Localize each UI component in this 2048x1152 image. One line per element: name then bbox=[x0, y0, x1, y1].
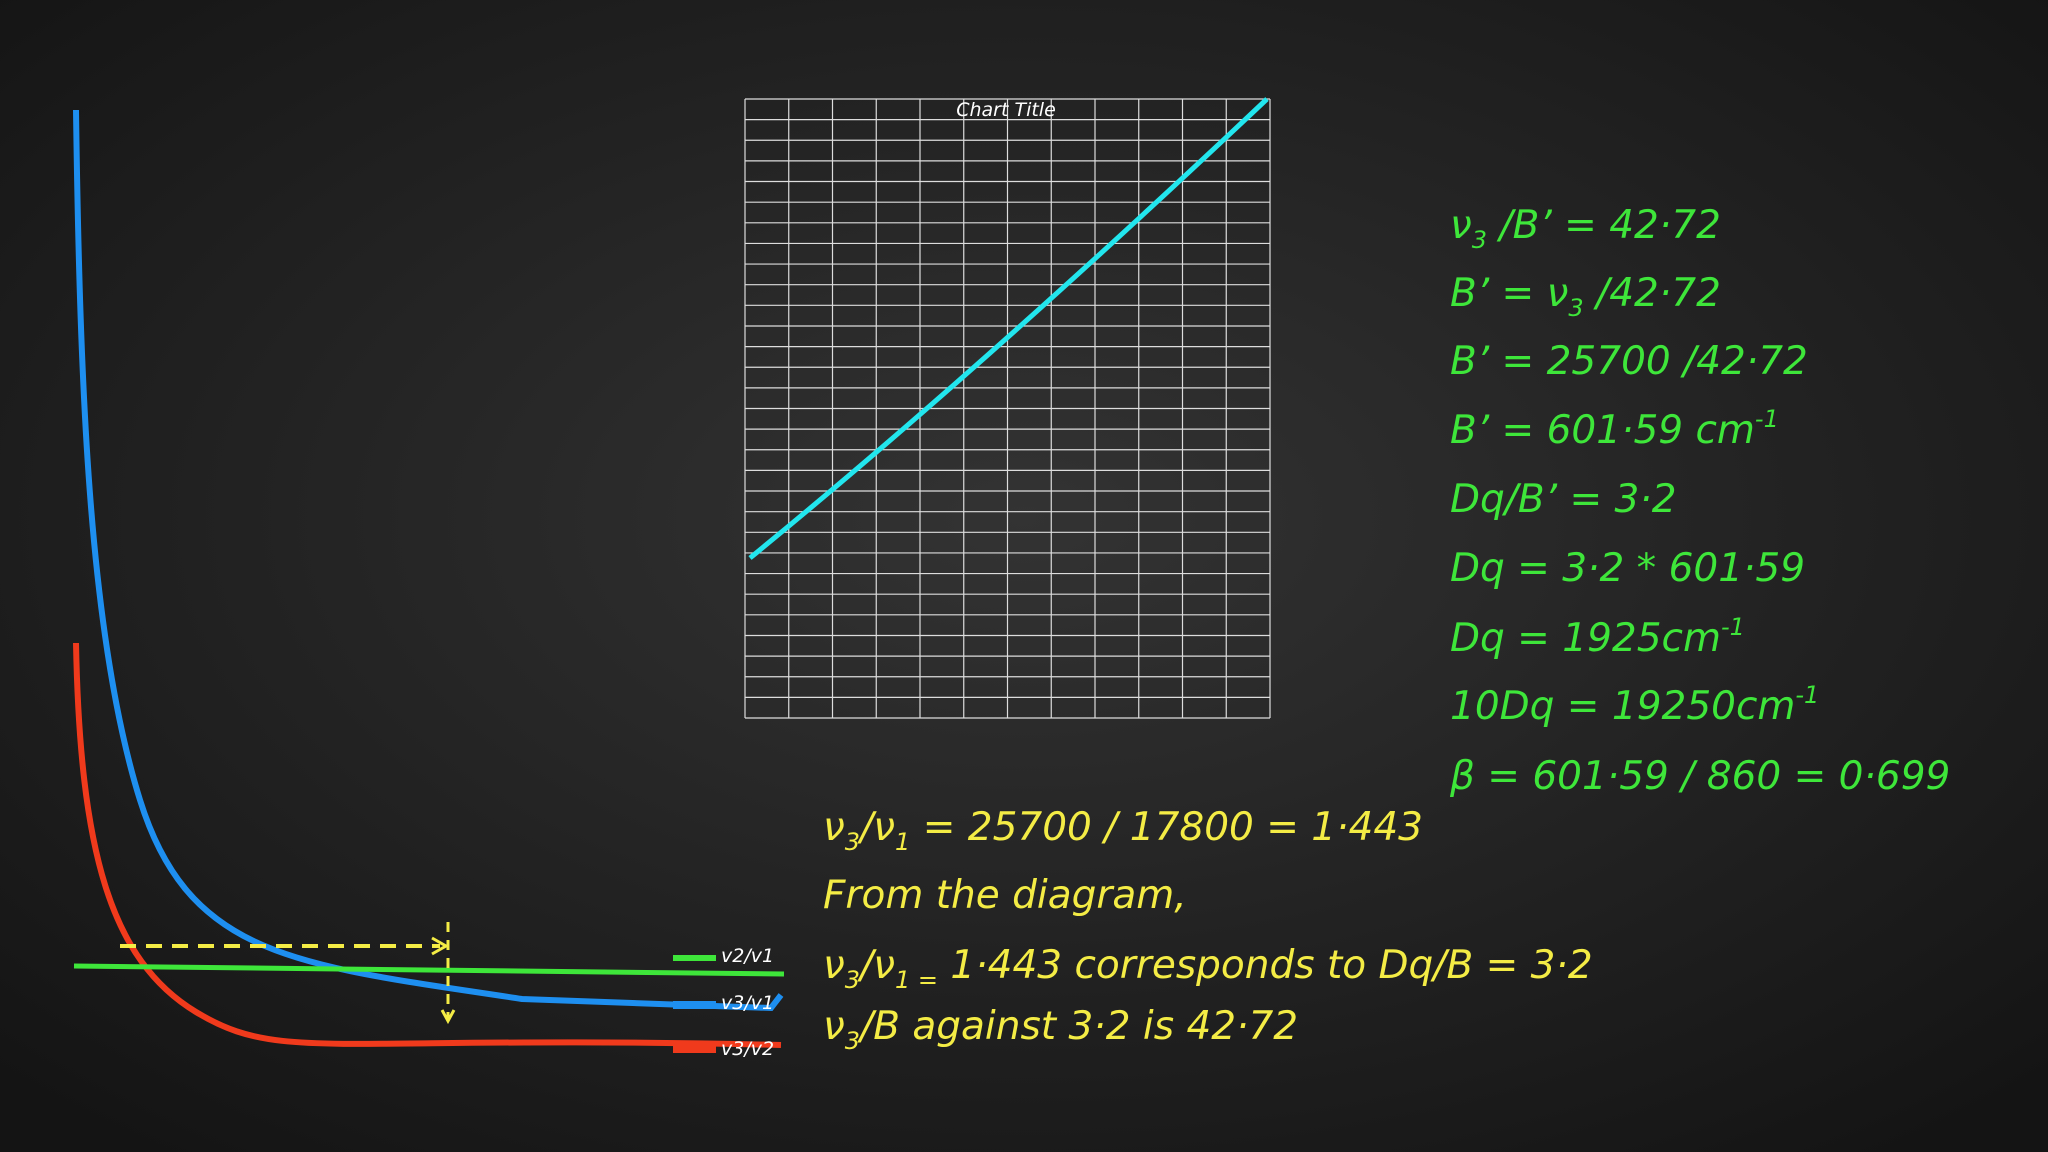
text-segment: 3 bbox=[845, 828, 860, 856]
text-segment: /B’ = 42·72 bbox=[1487, 203, 1721, 248]
legend-label: v3/v2 bbox=[721, 1038, 774, 1060]
equation-line: B’ = 25700 /42·72 bbox=[1450, 339, 1808, 384]
equation-line: ν3/ν1 = 25700 / 17800 = 1·443 bbox=[823, 805, 1423, 856]
text-segment: -1 bbox=[1795, 681, 1819, 709]
text-segment: B’ = 25700 /42·72 bbox=[1450, 339, 1808, 384]
chart-curve bbox=[748, 97, 1269, 560]
text-segment: -1 bbox=[1755, 405, 1779, 433]
text-segment: From the diagram, bbox=[823, 873, 1187, 918]
text-segment: 3 bbox=[845, 966, 860, 994]
equation-line: Dq/B’ = 3·2 bbox=[1450, 477, 1677, 522]
equation-line: ν3/B against 3·2 is 42·72 bbox=[823, 1004, 1298, 1055]
arrow-head bbox=[440, 1009, 456, 1025]
equation-line: Dq = 3·2 * 601·59 bbox=[1450, 546, 1805, 591]
equation-line: Dq = 1925cm-1 bbox=[1450, 613, 1745, 661]
text-segment: 10Dq = 19250cm bbox=[1450, 684, 1795, 729]
text-segment: 1 = bbox=[895, 966, 938, 994]
arrow-head bbox=[431, 936, 450, 956]
chart-grid bbox=[744, 98, 1271, 719]
text-segment: 3 bbox=[1472, 226, 1487, 254]
text-segment: 3 bbox=[1568, 294, 1583, 322]
text-segment: B’ = 601·59 cm bbox=[1450, 408, 1755, 453]
text-segment: /ν bbox=[857, 805, 895, 850]
text-segment: ν bbox=[823, 943, 845, 988]
legend-label: v2/v1 bbox=[721, 945, 774, 967]
text-segment: 1·443 corresponds to Dq/B = 3·2 bbox=[938, 943, 1593, 988]
text-segment: 1 bbox=[895, 828, 910, 856]
green-line bbox=[73, 963, 785, 977]
chart-title: Chart Title bbox=[956, 99, 1056, 121]
text-segment: -1 bbox=[1721, 613, 1745, 641]
text-segment: Dq/B’ = 3·2 bbox=[1450, 477, 1677, 522]
text-segment: ν bbox=[823, 805, 845, 850]
text-segment: = 25700 / 17800 = 1·443 bbox=[910, 805, 1423, 850]
text-segment: Dq = 1925cm bbox=[1450, 616, 1721, 661]
text-segment: ν bbox=[823, 1004, 845, 1049]
red-curve bbox=[73, 642, 782, 1048]
equation-line: β = 601·59 / 860 = 0·699 bbox=[1449, 754, 1950, 799]
blue-curve bbox=[73, 109, 784, 1012]
text-segment: B’ = ν bbox=[1450, 271, 1568, 316]
legend-label: v3/v1 bbox=[721, 992, 774, 1014]
equation-line: ν3/ν1 = 1·443 corresponds to Dq/B = 3·2 bbox=[823, 943, 1593, 994]
equation-line: ν3 /B’ = 42·72 bbox=[1450, 203, 1721, 254]
text-segment: ν bbox=[1450, 203, 1472, 248]
equation-line: B’ = 601·59 cm-1 bbox=[1450, 405, 1779, 453]
equation-line: From the diagram, bbox=[823, 873, 1187, 918]
equation-line: B’ = ν3 /42·72 bbox=[1450, 271, 1721, 322]
text-segment: /ν bbox=[857, 943, 895, 988]
text-segment: /42·72 bbox=[1584, 271, 1721, 316]
text-segment: /B against 3·2 is 42·72 bbox=[857, 1004, 1298, 1049]
equation-line: 10Dq = 19250cm-1 bbox=[1450, 681, 1819, 729]
text-segment: Dq = 3·2 * 601·59 bbox=[1450, 546, 1805, 591]
text-segment: β = 601·59 / 860 = 0·699 bbox=[1449, 754, 1950, 799]
text-segment: 3 bbox=[845, 1027, 860, 1055]
